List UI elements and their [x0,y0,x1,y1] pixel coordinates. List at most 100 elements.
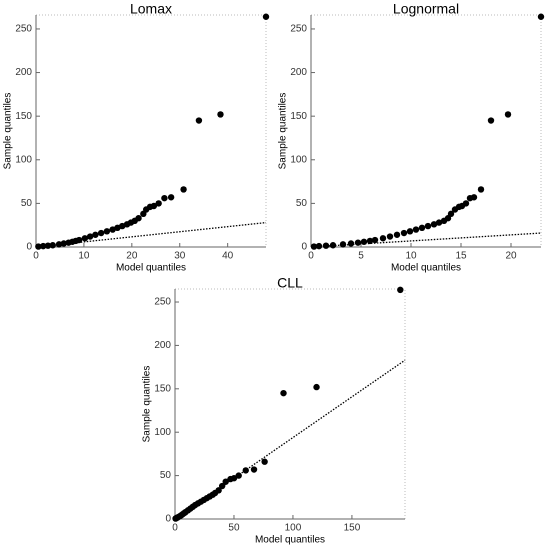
point [217,111,224,118]
reference-line [35,221,267,248]
y-tick-label: 150 [290,111,307,122]
y-tick-label: 200 [15,67,32,78]
y-tick-label: 150 [15,111,32,122]
y-tick-label: 100 [290,154,307,165]
point [424,222,432,230]
point [55,241,63,248]
y-tick-label: 250 [15,24,32,35]
x-tick-label: 0 [33,251,39,262]
point [360,238,368,245]
y-tick-label: 200 [154,340,171,351]
point [60,240,67,247]
point [75,236,83,244]
plot-frame [310,14,542,248]
x-tick-label: 0 [308,251,314,262]
x-tick-label: 10 [78,251,90,262]
x-tick-label: 50 [228,523,240,534]
chart-title: Lomax [130,1,172,17]
x-tick-label: 20 [505,251,517,262]
point [504,111,512,118]
point [400,229,408,237]
y-tick-label: 250 [290,24,307,35]
point [435,219,443,226]
chart-title: CLL [277,275,303,291]
point [393,231,401,238]
point [315,242,323,250]
y-axis-label: Sample quantiles [142,366,153,443]
point [470,194,478,201]
x-tick-label: 5 [358,251,364,262]
point [195,117,203,124]
x-axis-label: Model quantiles [391,263,461,274]
point [487,117,495,124]
x-axis-label: Model quantiles [255,535,325,546]
point [280,389,287,397]
point [44,242,52,249]
point [49,242,56,249]
point [39,242,47,250]
point [155,200,162,207]
x-tick-label: 100 [285,523,302,534]
reference-line [310,232,542,248]
point [313,383,320,391]
point [322,242,330,249]
chart-title: Lognormal [393,1,459,17]
x-tick-label: 0 [172,523,178,534]
point [135,215,142,222]
point [180,186,187,193]
point [242,467,249,474]
x-tick-label: 15 [455,251,467,262]
y-tick-label: 0 [26,242,32,253]
point [97,229,105,237]
point [418,224,426,232]
point [329,242,337,249]
point [222,478,229,485]
point [81,235,89,242]
y-tick-label: 100 [15,154,32,165]
point [386,233,394,240]
point [262,13,270,20]
point [347,240,355,247]
plot-frame [35,14,267,248]
point [462,200,470,207]
x-tick-label: 20 [126,251,138,262]
point [218,482,226,490]
point [86,233,94,240]
point [477,186,485,193]
y-axis-label: Sample quantiles [278,93,289,170]
y-tick-label: 50 [160,470,172,481]
y-tick-label: 0 [165,514,171,525]
point [167,194,175,201]
point [215,487,222,494]
point [103,228,111,235]
point [250,466,258,473]
point [150,202,158,210]
point [339,241,347,248]
point [354,239,362,246]
point [412,226,420,233]
x-tick-label: 30 [174,251,186,262]
y-tick-label: 250 [154,297,171,308]
point [430,221,438,228]
x-tick-label: 150 [344,523,361,534]
point [235,472,242,479]
plot-frame [174,288,406,520]
point [261,458,268,465]
point [371,236,379,244]
point [379,235,387,242]
point [310,243,318,250]
x-tick-label: 40 [222,251,234,262]
point [230,475,238,482]
y-tick-label: 50 [296,198,308,209]
point [406,228,414,235]
point [35,243,42,250]
y-tick-label: 50 [21,198,33,209]
y-tick-label: 150 [154,383,171,394]
x-tick-label: 10 [405,251,417,262]
point [92,231,99,238]
point [537,13,545,20]
point [397,286,404,294]
point [366,237,374,245]
y-tick-label: 0 [301,242,307,253]
